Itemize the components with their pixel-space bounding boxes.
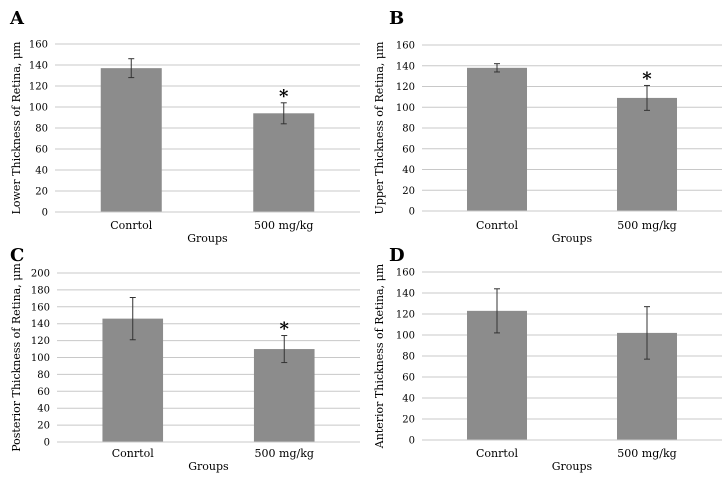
y-tick-label: 120 — [31, 336, 50, 347]
y-tick-label: 60 — [37, 387, 50, 398]
category-label: 500 mg/kg — [254, 219, 313, 232]
bar — [253, 349, 315, 442]
y-tick-label: 140 — [396, 61, 415, 72]
y-tick-label: 0 — [42, 208, 48, 219]
y-tick-label: 120 — [396, 310, 415, 321]
y-tick-label: 140 — [29, 61, 48, 72]
y-tick-label: 100 — [31, 353, 50, 364]
category-label: Conrtol — [476, 219, 518, 232]
category-label: Conrtol — [110, 219, 152, 232]
y-tick-label: 40 — [37, 404, 50, 415]
bar — [253, 113, 315, 212]
panel-label: B — [389, 8, 404, 29]
panel-label: A — [9, 8, 25, 29]
y-tick-label: 120 — [396, 82, 415, 93]
chart-d: D 0 20 40 60 80 100 120 140 160 Conrtol 500 mg/kg Gr… — [373, 245, 722, 473]
y-tick-label: 20 — [37, 421, 50, 432]
panel-b: B 0 20 40 60 80 100 120 140 160 Conrtol * 500 mg/kg G… — [362, 0, 725, 245]
y-tick-label: 160 — [396, 41, 415, 52]
y-tick-label: 40 — [402, 165, 415, 176]
y-tick-label: 100 — [396, 103, 415, 114]
y-tick-label: 180 — [31, 285, 50, 296]
y-tick-label: 80 — [37, 370, 50, 381]
y-tick-label: 160 — [396, 268, 415, 279]
category-label: Conrtol — [112, 447, 154, 460]
y-tick-label: 20 — [35, 187, 48, 198]
y-axis-title: Lower Thickness of Retina, μm — [10, 41, 23, 214]
y-tick-label: 0 — [409, 207, 415, 218]
panel-label: D — [389, 245, 405, 266]
y-tick-label: 60 — [35, 145, 48, 156]
category-label: 500 mg/kg — [617, 447, 676, 460]
panel-d: D 0 20 40 60 80 100 120 140 160 Conrtol 500 mg/kg Gr… — [362, 237, 725, 474]
y-tick-label: 140 — [31, 319, 50, 330]
y-tick-label: 0 — [409, 436, 415, 447]
chart-c: C 0 20 40 60 80 100 120 140 160 180 200 Conrtol * 500 … — [10, 245, 360, 473]
y-tick-label: 20 — [402, 186, 415, 197]
panel-c: C 0 20 40 60 80 100 120 140 160 180 200 Conrtol * 500 … — [0, 237, 362, 474]
x-axis-title: Groups — [187, 232, 228, 245]
x-axis-title: Groups — [552, 232, 593, 245]
y-tick-label: 80 — [35, 124, 48, 135]
y-tick-label: 0 — [44, 438, 50, 449]
category-label: 500 mg/kg — [617, 219, 676, 232]
y-tick-label: 100 — [29, 103, 48, 114]
bar — [617, 97, 677, 211]
y-tick-label: 40 — [402, 394, 415, 405]
category-label: 500 mg/kg — [255, 447, 314, 460]
y-tick-label: 20 — [402, 415, 415, 426]
y-tick-label: 60 — [402, 373, 415, 384]
y-tick-label: 100 — [396, 331, 415, 342]
panel-label: C — [10, 245, 24, 266]
y-axis-title: Upper Thickness of Retina, μm — [373, 41, 386, 214]
bar — [467, 67, 527, 211]
chart-b: B 0 20 40 60 80 100 120 140 160 Conrtol * 500 mg/kg G… — [373, 8, 722, 245]
y-tick-label: 80 — [402, 124, 415, 135]
chart-a: A 0 20 40 60 80 100 120 140 160 Conrtol * 500 mg/kg G… — [9, 8, 360, 245]
y-axis-title: Posterior Thickness of Retina, μm — [10, 263, 23, 452]
y-tick-label: 120 — [29, 82, 48, 93]
panel-a: A 0 20 40 60 80 100 120 140 160 Conrtol * 500 mg/kg G… — [0, 0, 362, 245]
y-tick-label: 160 — [29, 40, 48, 51]
y-tick-label: 160 — [31, 302, 50, 313]
bar — [100, 68, 162, 213]
significance-marker: * — [279, 86, 289, 107]
x-axis-title: Groups — [188, 460, 229, 473]
significance-marker: * — [280, 319, 290, 340]
y-tick-label: 80 — [402, 352, 415, 363]
y-tick-label: 200 — [31, 269, 50, 280]
x-axis-title: Groups — [552, 460, 593, 473]
significance-marker: * — [642, 68, 652, 89]
y-tick-label: 40 — [35, 166, 48, 177]
y-axis-title: Anterior Thickness of Retina, μm — [373, 263, 386, 449]
y-tick-label: 60 — [402, 144, 415, 155]
y-tick-label: 140 — [396, 289, 415, 300]
category-label: Conrtol — [476, 447, 518, 460]
